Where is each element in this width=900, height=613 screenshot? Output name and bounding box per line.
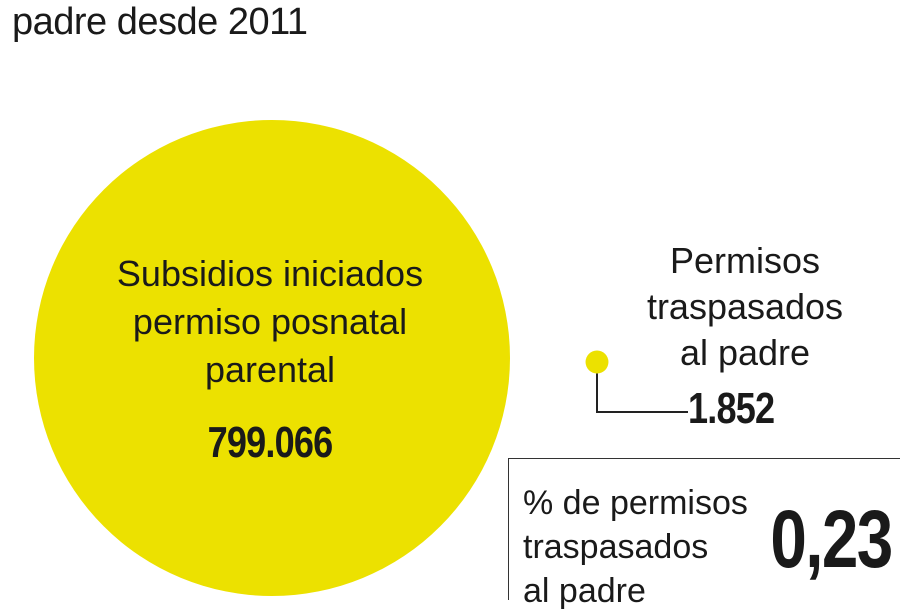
bubble-traspasados-label: Permisos traspasados al padre: [620, 238, 870, 376]
bubble-subsidios-value: 799.066: [207, 418, 334, 467]
bubble-subsidios: [34, 120, 510, 596]
label-line: Subsidios iniciados: [116, 253, 424, 294]
leader-line: [596, 373, 688, 413]
percentage-value: 0,23: [770, 494, 894, 585]
label-line: Permisos: [669, 240, 821, 281]
percentage-label: % de permisos traspasados al padre: [523, 481, 773, 613]
bubble-traspasados: [585, 350, 609, 374]
bubble-chart: [34, 120, 688, 596]
label-line: al padre: [523, 572, 646, 610]
label-line: al padre: [679, 332, 811, 373]
label-line: permiso posnatal: [132, 301, 408, 342]
percentage-box: % de permisos traspasados al padre 0,23: [508, 458, 900, 610]
bubble-subsidios-label: Subsidios iniciados permiso posnatal par…: [90, 250, 450, 394]
label-line: traspasados: [523, 528, 709, 566]
label-line: % de permisos: [523, 484, 748, 522]
label-line: parental: [204, 349, 336, 390]
label-line: traspasados: [646, 286, 844, 327]
chart-title: padre desde 2011: [12, 1, 308, 43]
bubble-traspasados-value: 1.852: [688, 384, 775, 433]
